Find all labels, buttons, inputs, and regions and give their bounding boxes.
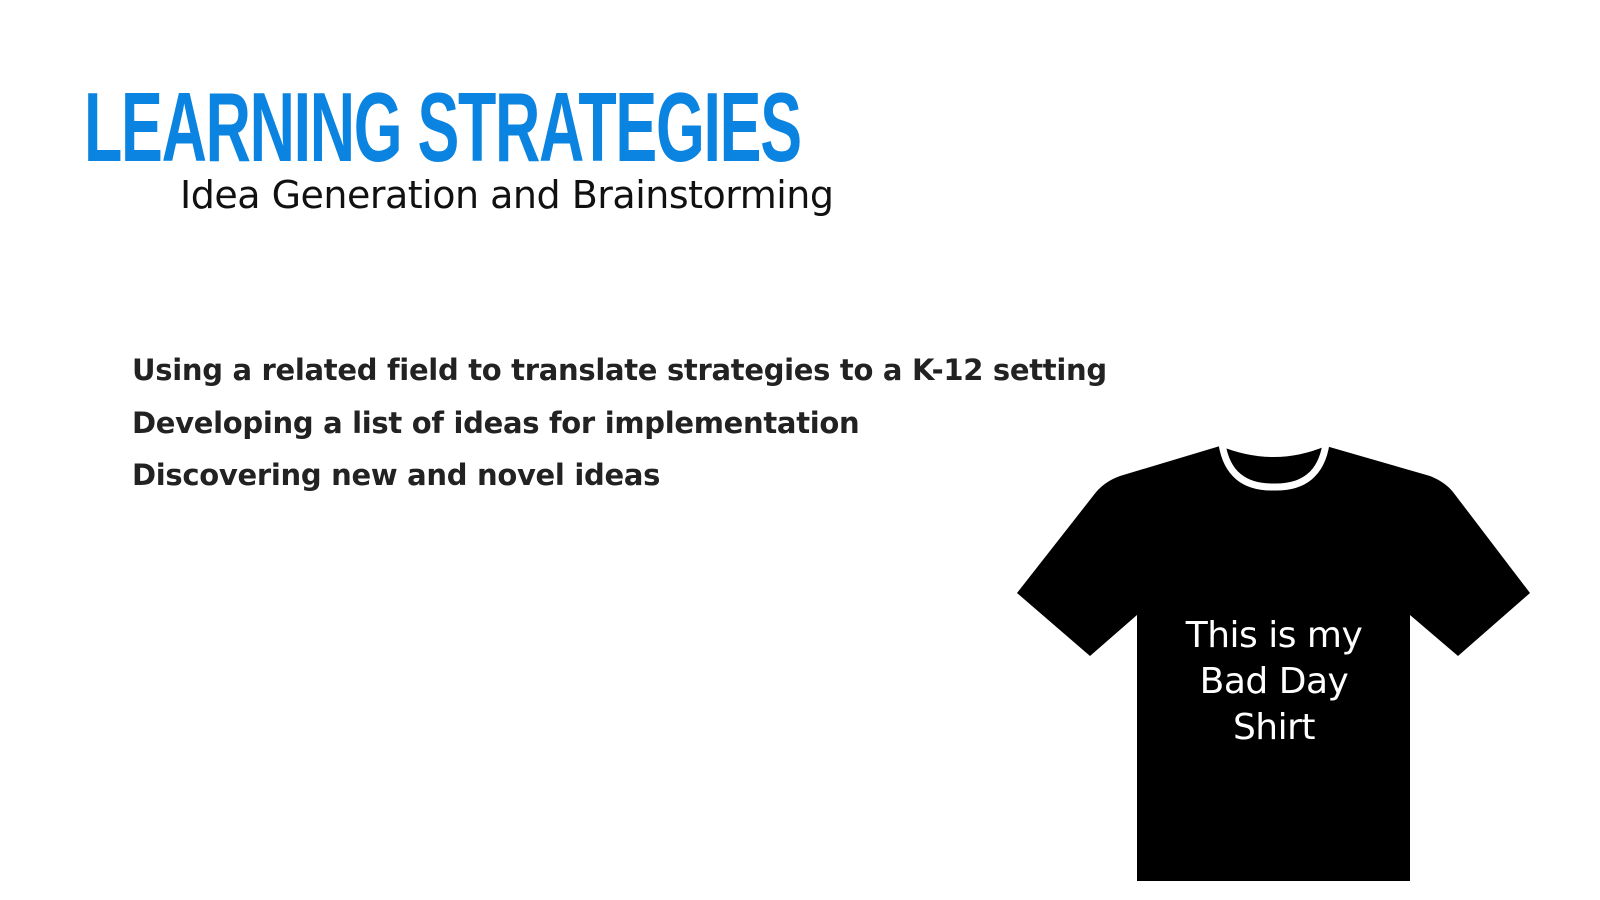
bullet-item: Developing a list of ideas for implement… [132, 405, 860, 440]
shirt-caption-line: Shirt [1232, 707, 1316, 748]
bullet-item: Discovering new and novel ideas [132, 458, 661, 492]
shirt-caption: This is my Bad Day Shirt [1130, 613, 1418, 751]
t-shirt-body [1017, 446, 1530, 881]
shirt-caption-line: This is my [1185, 615, 1363, 656]
bullet-list: Using a related field to translate strat… [132, 344, 1107, 502]
t-shirt-collar [1218, 440, 1330, 491]
slide-title: LEARNING STRATEGIES [84, 72, 802, 182]
shirt-caption-line: Bad Day [1199, 661, 1349, 702]
bullet-item: Using a related field to translate strat… [132, 353, 1107, 387]
t-shirt-icon [1017, 440, 1530, 881]
slide-subtitle: Idea Generation and Brainstorming [180, 173, 834, 217]
